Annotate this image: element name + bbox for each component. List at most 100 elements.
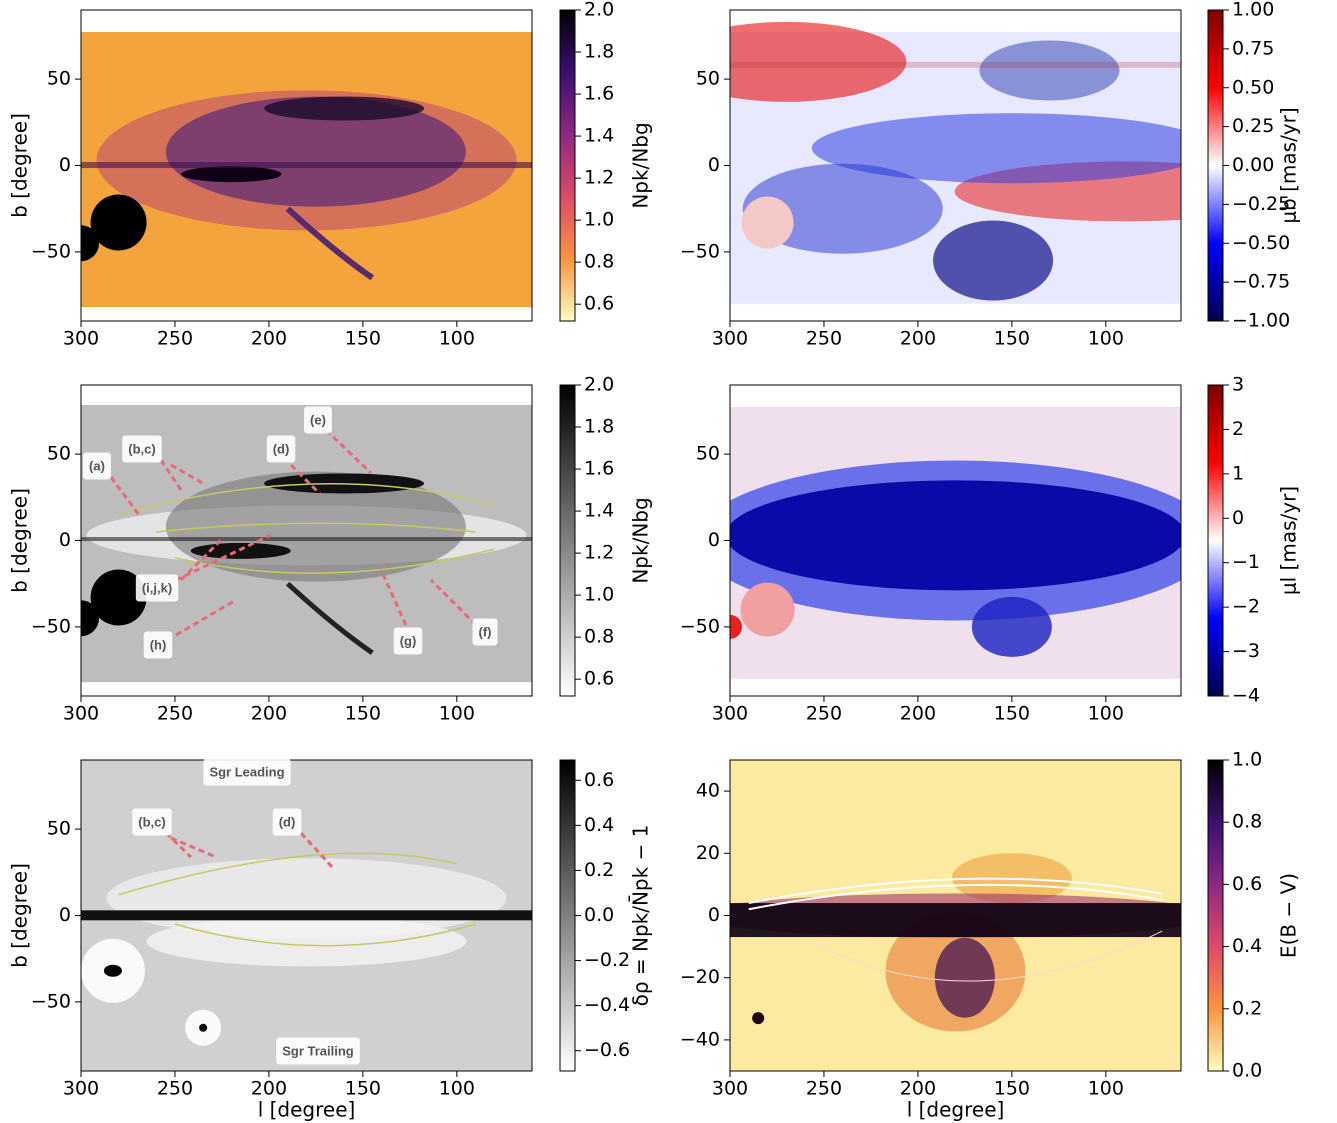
x-tick-label: 100	[439, 703, 475, 725]
colorbar-tick-label: 1.0	[584, 209, 614, 231]
x-tick-label: 300	[712, 703, 748, 725]
x-tick-label: 300	[63, 1078, 99, 1100]
colorbar	[1208, 385, 1223, 696]
colorbar-tick-label: −0.50	[1232, 232, 1290, 254]
y-tick-label: −50	[31, 240, 71, 262]
heatmap-image	[81, 910, 532, 920]
x-tick-label: 250	[157, 1078, 193, 1100]
heatmap-image	[726, 480, 1186, 590]
heatmap-image	[81, 682, 532, 702]
x-tick-label: 150	[994, 703, 1030, 725]
annotation: (g)	[400, 633, 417, 648]
colorbar-tick-label: 0.25	[1232, 115, 1274, 137]
panel: Sgr Leading(b,c)(d)Sgr Trailing300250200…	[8, 758, 653, 1121]
heatmap	[696, 760, 1216, 1071]
colorbar-label: δρ = Npk/N̄pk − 1	[628, 825, 653, 1007]
x-axis-label: l [degree]	[907, 1098, 1005, 1122]
y-tick-label: −50	[680, 615, 720, 637]
colorbar-label: μb [mas/yr]	[1277, 107, 1301, 223]
x-tick-label: 150	[345, 1078, 381, 1100]
heatmap-image	[972, 597, 1052, 657]
annotation: (h)	[150, 637, 167, 652]
x-tick-label: 100	[439, 1078, 475, 1100]
x-tick-label: 250	[806, 703, 842, 725]
x-tick-label: 100	[1088, 1078, 1124, 1100]
y-tick-label: 50	[696, 443, 720, 465]
heatmap-image	[81, 10, 532, 32]
x-tick-label: 250	[806, 1078, 842, 1100]
heatmap	[666, 10, 1294, 326]
colorbar-tick-label: 0.75	[1232, 37, 1274, 59]
y-tick-label: 0	[59, 904, 71, 926]
panel: (a)(b,c)(d)(e)(i,j,k)(h)(g)(f)3002502001…	[8, 374, 653, 725]
colorbar-tick-label: 0.8	[584, 626, 614, 648]
colorbar-tick-label: 0.0	[1232, 1060, 1262, 1082]
colorbar-tick-label: 1.2	[584, 167, 614, 189]
x-tick-label: 100	[439, 328, 475, 350]
y-tick-label: 0	[708, 904, 720, 926]
x-axis-label: l [degree]	[258, 1098, 356, 1122]
x-tick-label: 300	[63, 703, 99, 725]
colorbar	[1208, 10, 1223, 321]
colorbar-tick-label: 0.8	[584, 251, 614, 273]
colorbar-tick-label: 2.0	[584, 0, 614, 21]
colorbar	[560, 760, 575, 1071]
x-tick-label: 100	[1088, 703, 1124, 725]
colorbar-tick-label: 1.2	[584, 542, 614, 564]
heatmap-image	[752, 1012, 764, 1024]
colorbar-tick-label: 1.4	[584, 500, 614, 522]
heatmap-image	[933, 221, 1053, 301]
heatmap-image	[742, 197, 794, 249]
colorbar-label: Npk/Nbg	[629, 122, 653, 208]
y-tick-label: 0	[708, 529, 720, 551]
colorbar-label: Npk/Nbg	[629, 497, 653, 583]
heatmap-image	[730, 304, 1181, 326]
colorbar-tick-label: 0.0	[584, 904, 614, 926]
heatmap-image	[81, 162, 532, 168]
y-tick-label: −50	[31, 990, 71, 1012]
colorbar-label: E(B − V)	[1277, 873, 1301, 958]
x-tick-label: 200	[900, 328, 936, 350]
annotation: (b,c)	[128, 441, 155, 456]
y-tick-label: 50	[696, 68, 720, 90]
colorbar	[560, 385, 575, 696]
x-tick-label: 250	[157, 703, 193, 725]
y-tick-label: −40	[680, 1028, 720, 1050]
colorbar-tick-label: 1.0	[584, 584, 614, 606]
y-axis-label: b [degree]	[8, 113, 32, 218]
annotation: Sgr Leading	[209, 764, 284, 779]
colorbar-tick-label: 0.6	[1232, 873, 1262, 895]
colorbar-tick-label: 2	[1232, 418, 1244, 440]
colorbar-tick-label: −0.2	[584, 949, 630, 971]
x-tick-label: 150	[994, 1078, 1030, 1100]
heatmap	[81, 760, 532, 1071]
heatmap-image	[979, 40, 1119, 100]
y-tick-label: 40	[696, 780, 720, 802]
x-tick-label: 100	[1088, 328, 1124, 350]
x-tick-label: 150	[345, 703, 381, 725]
y-tick-label: −50	[680, 240, 720, 262]
colorbar-tick-label: 0.2	[1232, 997, 1262, 1019]
heatmap-image	[91, 195, 147, 251]
x-tick-label: 200	[251, 1078, 287, 1100]
panel: 300250200150100−50050−1.00−0.75−0.50−0.2…	[666, 0, 1300, 350]
y-axis-label: b [degree]	[8, 488, 32, 593]
x-tick-label: 200	[251, 328, 287, 350]
heatmap-image	[81, 307, 532, 327]
heatmap-image	[730, 903, 1181, 937]
colorbar-tick-label: 0.8	[1232, 811, 1262, 833]
x-tick-label: 300	[63, 328, 99, 350]
colorbar-tick-label: −3	[1232, 640, 1260, 662]
colorbar-tick-label: −0.6	[584, 1039, 630, 1061]
y-axis-label: b [degree]	[8, 863, 32, 968]
x-tick-label: 200	[900, 1078, 936, 1100]
colorbar	[1208, 760, 1223, 1071]
x-tick-label: 200	[900, 703, 936, 725]
annotation: (e)	[310, 412, 326, 427]
x-tick-label: 200	[251, 703, 287, 725]
y-tick-label: 0	[59, 529, 71, 551]
y-tick-label: 0	[708, 154, 720, 176]
heatmap	[63, 10, 532, 327]
